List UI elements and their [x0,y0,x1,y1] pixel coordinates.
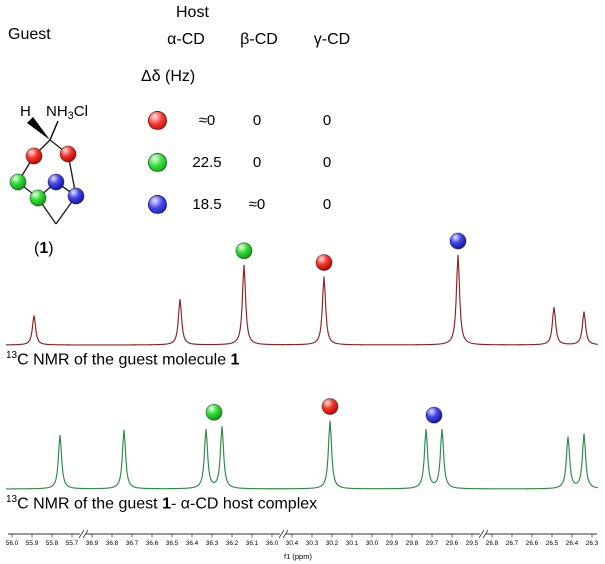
column-header-beta-cd: β-CD [240,31,278,48]
blue-marker-icon [449,232,467,250]
caption-text: C NMR of the guest [17,495,163,513]
axis-title: f1 (ppm) [284,552,312,561]
axis-break-icon [78,529,85,539]
axis-tick-label: 36.5 [166,540,179,547]
green-marker-icon [148,153,167,172]
wedge-bond [27,117,50,140]
axis-tick-label: 36.2 [226,540,239,547]
table-cell: 0 [252,112,262,129]
table-cell: ≈0 [198,112,216,129]
table-cell: 18.5 [192,196,222,213]
axis-break-icon [278,529,285,539]
axis-tick-label: 26.6 [526,540,539,547]
axis-break-icon [482,529,489,539]
axis-tick-label: 29.8 [406,540,419,547]
axis-tick-label: 36.1 [246,540,259,547]
axis-tick-label: 26.4 [566,540,579,547]
red-marker-icon [321,398,339,415]
guest-spectrum-plot [5,232,599,346]
x-axis: f1 (ppm) 56.0 55.9 55.8 55.7 36.9 36.8 36.7 36.… [6,529,599,561]
caption-bold-number: 1 [230,351,240,369]
delta-shift-header: Δδ (Hz) [141,68,196,85]
axis-tick-label: 26.3 [586,540,599,547]
spectrum-line [5,254,599,346]
axis-tick-label: 55.8 [46,540,59,547]
red-atom-icon [25,147,43,165]
axis-tick-label: 36.0 [266,540,279,547]
axis-tick-label: 30.2 [326,540,339,547]
axis-tick-label: 36.8 [106,540,119,547]
guest-structure: H NH3Cl [9,103,88,225]
column-header-alpha-cd: α-CD [167,31,205,48]
blue-marker-icon [425,406,443,424]
axis-tick-label: 30.4 [286,540,299,547]
caption-complex-spectrum: 13C NMR of the guest 1- α-CD host comple… [6,494,317,513]
axis-tick-label: 29.7 [426,540,439,547]
blue-atom-icon [67,187,85,205]
axis-tick-label: 30.3 [306,540,319,547]
axis-tick-label: 36.6 [146,540,159,547]
caption-guest-spectrum: 13C NMR of the guest molecule 1 [6,350,239,369]
structure-h-label: H [20,103,31,120]
table-cell: ≈0 [248,196,266,213]
axis-tick-label: 56.0 [6,540,19,547]
red-atom-icon [59,145,77,163]
table-cell: 0 [322,196,332,213]
green-atom-icon [29,189,47,207]
spectrum-line [6,420,599,490]
axis-tick-label: 36.4 [186,540,199,547]
axis-break-icon [478,529,485,539]
axis-tick-label: 29.5 [466,540,479,547]
axis-tick-label: 36.7 [126,540,139,547]
caption-text: - α-CD host complex [170,495,318,513]
structure-number-label: (1) [34,240,54,257]
green-marker-icon [235,242,253,260]
green-marker-icon [205,403,223,421]
axis-break-icon [82,529,89,539]
caption-superscript: 13 [6,350,18,361]
caption-bold-number: 1 [162,495,171,513]
red-marker-icon [148,111,167,130]
axis-tick-label: 30.0 [366,540,379,547]
axis-break-icon [282,529,289,539]
green-atom-icon [9,173,27,191]
caption-text: C NMR of the guest molecule [17,351,231,369]
column-header-gamma-cd: γ-CD [313,31,351,48]
table-cell: 0 [252,154,262,171]
axis-tick-label: 29.9 [386,540,399,547]
axis-tick-label: 26.5 [546,540,559,547]
structure-nh3cl-label: NH3Cl [46,103,88,122]
guest-label: Guest [8,26,51,43]
complex-spectrum-plot [6,398,599,490]
axis-tick-label: 55.7 [66,540,79,547]
table-cell: 0 [322,112,332,129]
caption-superscript: 13 [6,494,18,505]
host-label: Host [176,4,209,21]
red-marker-icon [315,254,333,271]
table-cell: 22.5 [192,154,222,171]
axis-tick-label: 26.8 [486,540,499,547]
n-bond [49,120,59,141]
axis-tick-label: 36.9 [86,540,99,547]
blue-atom-icon [47,173,65,191]
axis-tick-label: 26.7 [506,540,519,547]
axis-tick-label: 36.3 [206,540,219,547]
axis-tick-label: 30.1 [346,540,359,547]
table-cell: 0 [322,154,332,171]
axis-tick-label: 55.9 [26,540,39,547]
axis-tick-label: 29.6 [446,540,459,547]
blue-marker-icon [148,195,167,214]
